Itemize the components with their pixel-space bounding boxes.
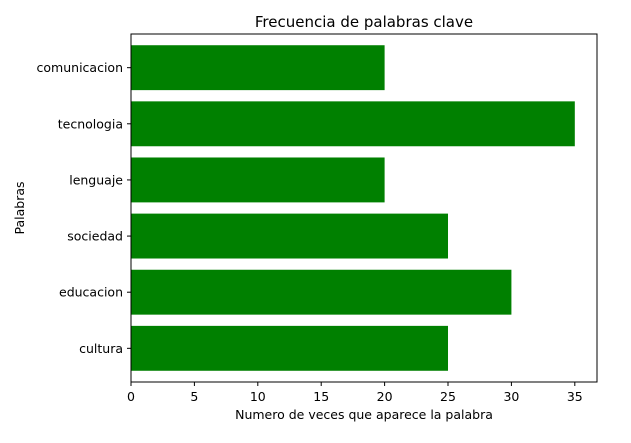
y-tick-label: sociedad xyxy=(67,229,123,244)
bar-tecnologia xyxy=(131,101,575,147)
y-axis-ticks: cultura educacion sociedad lenguaje tecnolog… xyxy=(37,60,131,356)
x-axis-label: Numero de veces que aparece la palabra xyxy=(235,407,493,422)
x-tick-label: 30 xyxy=(503,389,519,404)
bar-sociedad xyxy=(131,213,449,259)
y-tick-label: tecnologia xyxy=(58,116,123,131)
bars-group xyxy=(131,45,575,371)
plot-frame xyxy=(130,33,598,383)
x-axis-ticks: 0 5 10 15 20 25 30 35 xyxy=(127,382,583,404)
y-tick-label: lenguaje xyxy=(69,172,123,187)
x-tick-label: 10 xyxy=(250,389,266,404)
y-axis-label: Palabras xyxy=(12,181,27,234)
x-tick-label: 15 xyxy=(313,389,329,404)
x-tick-label: 25 xyxy=(440,389,456,404)
x-tick-label: 5 xyxy=(190,389,198,404)
y-tick-label: comunicacion xyxy=(37,60,123,75)
bar-comunicacion xyxy=(131,45,385,91)
chart-title: Frecuencia de palabras clave xyxy=(255,13,473,31)
y-tick-label: cultura xyxy=(79,341,123,356)
x-tick-label: 35 xyxy=(567,389,583,404)
bar-lenguaje xyxy=(131,157,385,203)
x-tick-label: 0 xyxy=(127,389,135,404)
bar-educacion xyxy=(131,269,512,315)
bar-cultura xyxy=(131,325,449,371)
x-tick-label: 20 xyxy=(377,389,393,404)
y-tick-label: educacion xyxy=(59,285,123,300)
